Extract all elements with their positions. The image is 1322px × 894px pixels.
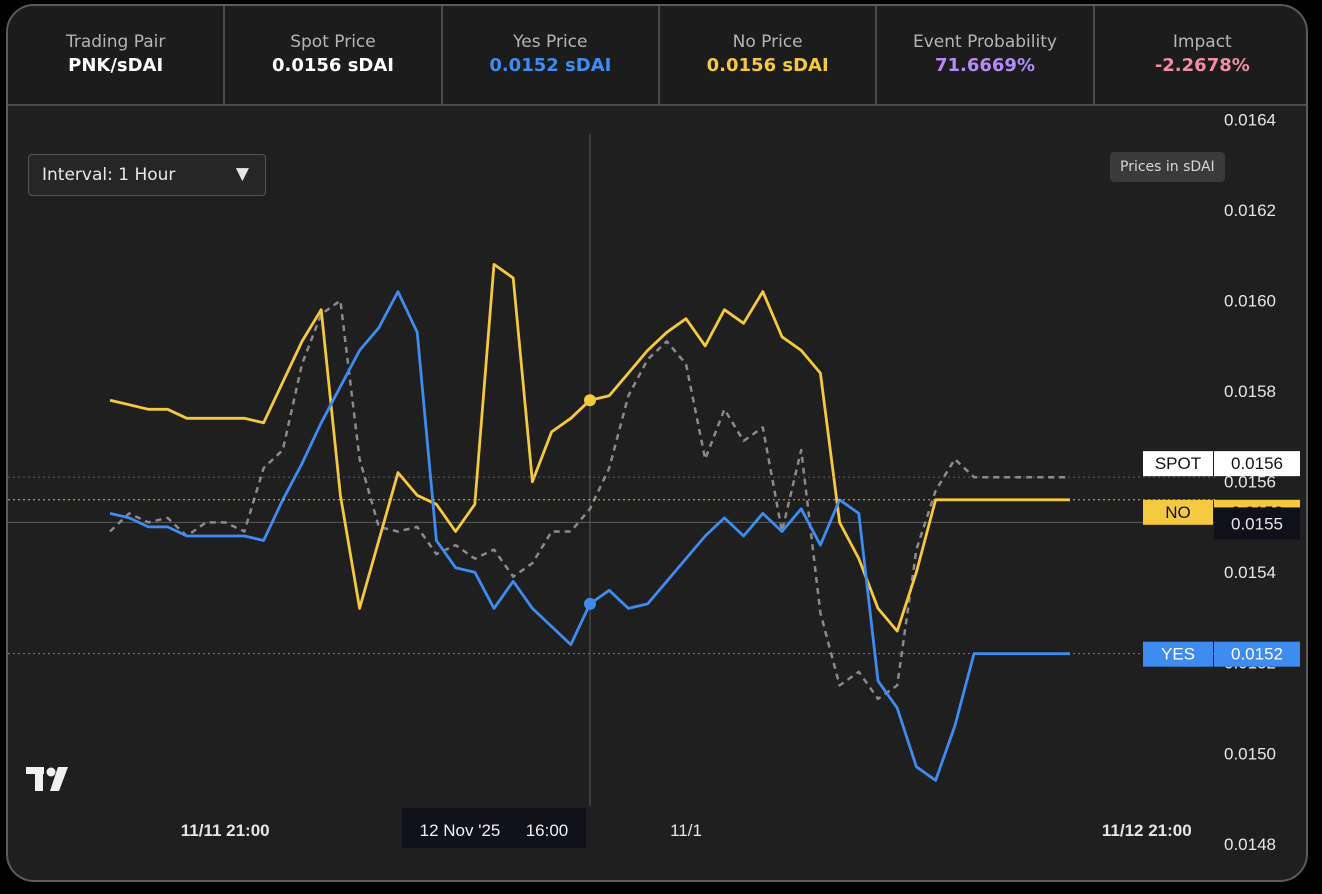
crosshair-x-badge (402, 808, 586, 848)
stat-label: Trading Pair (65, 32, 166, 52)
price-tag-name: YES (1161, 645, 1195, 664)
y-tick-label: 0.0160 (1224, 292, 1276, 311)
tradingview-logo-icon[interactable] (26, 764, 78, 794)
series-line-spot (109, 299, 1070, 701)
y-tick-label: 0.0154 (1224, 563, 1276, 582)
price-tag-name: NO (1165, 503, 1191, 522)
stat-yes-price: Yes Price 0.0152 sDAI (442, 6, 660, 104)
y-tick-label: 0.0156 (1224, 473, 1276, 492)
crosshair-x-time: 16:00 (526, 821, 569, 840)
price-chart[interactable]: 0.0148 0.0150 0.0152 0.0154 0.0156 0.0158 0.01… (8, 106, 1308, 880)
price-tag-value: 0.0156 (1231, 454, 1283, 473)
stat-impact: Impact -2.2678% (1094, 6, 1306, 104)
crosshair-y-label: 0.0155 (1231, 514, 1283, 533)
stat-value: PNK/sDAI (68, 55, 164, 76)
units-badge: Prices in sDAI (1110, 152, 1225, 182)
price-tag-name: SPOT (1155, 454, 1201, 473)
stat-value: 71.6669% (934, 55, 1035, 76)
x-tick-label: 11/1 (670, 821, 702, 840)
stat-value: 0.0156 sDAI (706, 55, 829, 76)
crosshair-x-date: 12 Nov '25 (420, 821, 501, 840)
price-tag-name-bg (1143, 499, 1213, 525)
x-tick-label: 11/11 21:00 (181, 821, 270, 840)
chart-card: Trading Pair PNK/sDAI Spot Price 0.0156 … (6, 4, 1308, 882)
stat-label: No Price (732, 32, 803, 52)
stat-value: -2.2678% (1154, 55, 1250, 76)
interval-dropdown[interactable]: Interval: 1 Hour ▼ (28, 154, 266, 196)
y-tick-label: 0.0162 (1224, 201, 1276, 220)
y-tick-label: 0.0148 (1224, 835, 1276, 854)
price-tag-name-bg (1143, 641, 1213, 667)
crosshair-dot-no (584, 394, 596, 407)
stats-header: Trading Pair PNK/sDAI Spot Price 0.0156 … (8, 6, 1306, 106)
stat-event-probability: Event Probability 71.6669% (877, 6, 1095, 104)
price-tag-value: 0.0152 (1231, 645, 1283, 664)
stat-value: 0.0156 sDAI (271, 55, 394, 76)
stat-label: Yes Price (513, 32, 588, 52)
price-tag-value-bg (1214, 451, 1300, 477)
interval-label: Interval: 1 Hour (42, 165, 176, 185)
price-tag-value-bg (1214, 641, 1300, 667)
stat-label: Impact (1172, 32, 1232, 52)
crosshair-dot-yes (584, 597, 596, 610)
price-tag-name-bg (1143, 451, 1213, 477)
stat-label: Spot Price (290, 32, 376, 52)
stat-spot-price: Spot Price 0.0156 sDAI (225, 6, 443, 104)
x-tick-label: 11/12 21:00 (1102, 821, 1192, 840)
y-tick-label: 0.0150 (1224, 744, 1276, 763)
stat-value: 0.0152 sDAI (489, 55, 612, 76)
stat-trading-pair: Trading Pair PNK/sDAI (8, 6, 226, 104)
stat-label: Event Probability (912, 32, 1057, 52)
y-tick-label: 0.0158 (1224, 382, 1276, 401)
crosshair-y-badge (1214, 507, 1300, 540)
stat-no-price: No Price 0.0156 sDAI (659, 6, 878, 104)
y-tick-label: 0.0164 (1224, 111, 1276, 130)
triangle-down-icon: ▼ (235, 164, 249, 184)
